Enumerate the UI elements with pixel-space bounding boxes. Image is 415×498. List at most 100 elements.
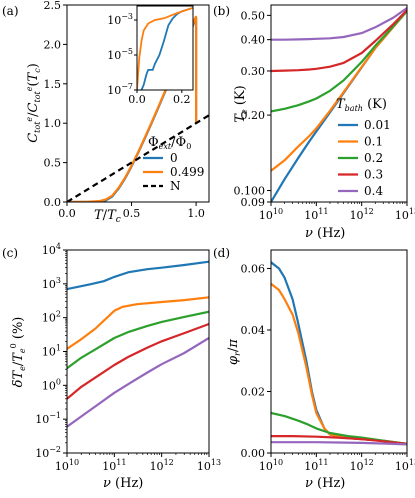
panel-b-xtick-label: 1012 [350, 207, 374, 222]
panel-c-series-01 [67, 296, 209, 350]
inset-xtick-label: 0.0 [128, 93, 146, 106]
panel-b-series-01 [271, 10, 407, 172]
panel-c: (c) 1010 1011 1012 1013 10−2 10−1 100 101 102 103… [2, 242, 221, 491]
panel-c-ylabel: δTe/Te0 (%) [9, 317, 27, 388]
panel-b: (b) 1010 1011 1012 1013 0.090.100 0.20 0.30 0.4… [213, 4, 415, 241]
inset-ytick-label: 10−3 [107, 12, 133, 27]
inset-ytick-label: 10−5 [107, 47, 133, 62]
panel-b-series [271, 7, 407, 202]
panel-b-series-03 [271, 9, 407, 73]
panel-c-series [67, 260, 209, 428]
panel-a-inset: 0.0 0.210−310−510−7 [107, 5, 194, 106]
panel-a-xtick-label: 0.0 [58, 207, 76, 220]
panel-a-xtick-label: 0.5 [123, 207, 141, 220]
panel-b-xtick-label: 1013 [395, 207, 415, 222]
inset-series [137, 6, 193, 90]
panel-a-xtick-label: 1.0 [187, 207, 205, 220]
panel-c-series-001 [67, 260, 209, 291]
panel-d-series-04 [271, 441, 407, 446]
panel-b-ytick-label: 0.30 [241, 65, 266, 78]
panel-a-ytick-label: 1.0 [44, 117, 62, 130]
panel-c-ytick-label: 103 [42, 276, 61, 291]
panel-c-xtick-label: 1011 [102, 458, 126, 473]
panel-c-ytick-label: 101 [42, 344, 61, 359]
panel-b-legend-entries: 0.01 0.1 0.2 0.3 0.4 [338, 118, 391, 198]
panel-a-legend: Φext/Φ0 0 0.499 N [143, 135, 204, 193]
panel-b-legend-label-001: 0.01 [364, 118, 391, 132]
panel-a-ytick-label: 2.5 [44, 0, 62, 12]
panel-c-series-04 [67, 337, 209, 428]
panel-c-ytick-label: 102 [42, 310, 61, 325]
panel-b-ylabel: Te (K) [233, 85, 249, 122]
panel-c-axes-frame [66, 249, 210, 454]
panel-b-ytick-label: 0.09 [241, 196, 266, 209]
panel-a-series-N [67, 114, 209, 202]
panel-d-ylabel: φr/π [226, 339, 242, 365]
panel-d-series-01 [271, 282, 407, 445]
legend-label-0499: 0.499 [170, 165, 204, 179]
inset-frame [136, 5, 194, 91]
panel-a: (a) 0.0 0.5 1.0 0.0 0.5 1.0 1.5 2.0 2.5 0.0 0.2 10… [2, 0, 210, 225]
panel-c-xtick-label: 1013 [197, 458, 221, 473]
panel-b-legend-label-01: 0.1 [364, 135, 383, 149]
panel-b-xtick-label: 1010 [259, 207, 283, 222]
panel-b-legend-label-04: 0.4 [364, 184, 383, 198]
legend-label-0: 0 [170, 151, 178, 165]
panel-b-series-04 [271, 7, 407, 41]
panel-c-series-03 [67, 322, 209, 400]
panel-d-series-02 [271, 411, 407, 445]
panel-d-xlabel: ν (Hz) [305, 476, 345, 491]
panel-c-ytick-label: 10−2 [35, 445, 61, 460]
panel-c-series-02 [67, 310, 209, 370]
panel-c-ytick-label: 10−1 [35, 411, 61, 426]
panel-a-legend-title: Φext/Φ0 [148, 135, 191, 151]
panel-c-label: (c) [2, 246, 18, 260]
panel-b-legend: Tbath (K) 0.01 0.1 0.2 0.3 0.4 [336, 97, 391, 198]
panel-b-ytick-label: 0.50 [241, 9, 266, 22]
panel-c-ytick-label: 100 [42, 377, 61, 392]
panel-d-axes-frame [270, 249, 408, 454]
inset-xtick-label: 0.2 [173, 93, 191, 106]
panel-d-ytick-label: 0.04 [241, 324, 266, 337]
panel-b-legend-title: Tbath (K) [336, 97, 387, 113]
panel-b-axes-frame [270, 4, 408, 203]
panel-a-label: (a) [2, 4, 19, 18]
panel-c-ytick-label: 104 [42, 242, 61, 257]
panel-d-xtick-label: 1010 [259, 458, 283, 473]
panel-d-ytick-label: 0.00 [241, 447, 266, 460]
panel-a-ytick-label: 0.0 [44, 196, 62, 209]
panel-c-xlabel: ν (Hz) [103, 476, 143, 491]
panel-b-ytick-label: 0.100 [234, 185, 266, 198]
panel-a-xlabel: T/Tc [94, 208, 121, 225]
panel-a-ylabel: Ctote/Ctote(Tc) [25, 63, 42, 143]
panel-b-label: (b) [213, 4, 230, 18]
panel-a-ytick-label: 0.5 [44, 157, 62, 170]
panel-c-xtick-label: 1012 [150, 458, 174, 473]
panel-d-xtick-label: 1013 [395, 458, 415, 473]
panel-b-legend-label-02: 0.2 [364, 151, 383, 165]
panel-d-label: (d) [213, 246, 230, 260]
panel-d-series [271, 261, 407, 446]
panel-d-xtick-label: 1012 [350, 458, 374, 473]
panel-a-ticks: 0.0 0.5 1.0 0.0 0.5 1.0 1.5 2.0 2.5 [44, 0, 205, 220]
panel-b-ticks: 1010 1011 1012 1013 0.090.100 0.20 0.30 0.40 0.5… [234, 9, 415, 222]
panel-b-ytick-label: 0.20 [241, 109, 266, 122]
panel-d-ytick-label: 0.02 [241, 385, 266, 398]
panel-c-xtick-label: 1010 [55, 458, 79, 473]
panel-b-xtick-label: 1011 [304, 207, 328, 222]
panel-d-xtick-label: 1011 [304, 458, 328, 473]
panel-a-ytick-label: 1.5 [44, 78, 62, 91]
panel-b-ytick-label: 0.40 [241, 34, 266, 47]
panel-d-series-001 [271, 261, 407, 445]
panel-d: (d) 1010 1011 1012 1013 0.00 0.02 0.04 0.06 ν (… [213, 246, 415, 491]
panel-d-ytick-label: 0.06 [241, 262, 266, 275]
panel-b-legend-label-03: 0.3 [364, 168, 383, 182]
panel-d-series-03 [271, 435, 407, 445]
inset-series-0499 [137, 6, 193, 90]
panel-b-xlabel: ν (Hz) [305, 226, 345, 241]
panel-b-series-02 [271, 9, 407, 113]
panel-a-ytick-label: 2.0 [44, 38, 62, 51]
panel-a-axes-frame [66, 4, 210, 203]
legend-label-n: N [170, 179, 181, 193]
